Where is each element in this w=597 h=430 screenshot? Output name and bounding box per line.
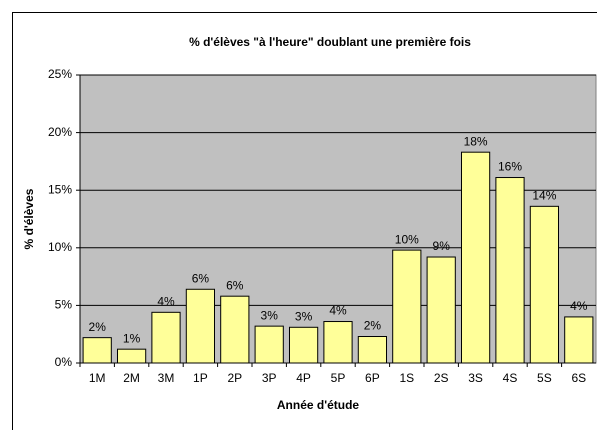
bar — [151, 311, 181, 364]
value-label: 6% — [226, 278, 244, 292]
value-label: 9% — [433, 239, 451, 253]
bar — [220, 295, 250, 364]
bar — [185, 288, 216, 364]
value-label: 4% — [570, 299, 588, 313]
bar — [426, 256, 456, 364]
x-tick-label: 5P — [331, 371, 346, 385]
bar — [254, 325, 284, 364]
value-label: 1% — [123, 331, 141, 345]
value-label: 10% — [395, 232, 419, 246]
chart-title: % d'élèves "à l'heure" doublant une prem… — [189, 35, 471, 49]
value-label: 2% — [89, 320, 107, 334]
y-tick-label: 20% — [48, 125, 72, 139]
x-tick-label: 1P — [193, 371, 208, 385]
value-label: 14% — [532, 188, 556, 202]
y-tick-label: 15% — [48, 182, 72, 196]
bar — [392, 249, 422, 364]
bar — [357, 336, 388, 364]
x-tick-label: 1S — [399, 371, 414, 385]
value-label: 6% — [192, 271, 210, 285]
bar — [116, 348, 147, 364]
x-tick-label: 2M — [123, 371, 140, 385]
bar — [529, 205, 560, 364]
bar — [564, 316, 594, 364]
x-tick-label: 6P — [365, 371, 380, 385]
x-tick-label: 3P — [262, 371, 277, 385]
y-tick-label: 5% — [55, 298, 73, 312]
value-label: 18% — [464, 134, 488, 148]
bar — [460, 151, 491, 364]
x-tick-label: 4P — [296, 371, 311, 385]
value-label: 16% — [498, 160, 522, 174]
x-tick-label: 3S — [468, 371, 483, 385]
bar — [288, 326, 319, 364]
y-tick-label: 0% — [55, 355, 73, 369]
x-tick-label: 1M — [89, 371, 106, 385]
x-tick-label: 6S — [571, 371, 586, 385]
x-tick-label: 3M — [158, 371, 175, 385]
bar — [82, 337, 112, 364]
x-axis-label: Année d'étude — [277, 398, 360, 412]
bar — [323, 321, 353, 364]
y-axis-label: % d'élèves — [22, 188, 36, 249]
value-label: 3% — [261, 308, 279, 322]
x-tick-label: 4S — [503, 371, 518, 385]
value-label: 2% — [364, 319, 382, 333]
x-tick-label: 2S — [434, 371, 449, 385]
y-tick-label: 25% — [48, 67, 72, 81]
value-label: 3% — [295, 309, 313, 323]
x-tick-label: 5S — [537, 371, 552, 385]
x-tick-label: 2P — [227, 371, 242, 385]
bar — [495, 177, 525, 364]
value-label: 4% — [157, 294, 175, 308]
y-tick-label: 10% — [48, 240, 72, 254]
value-label: 4% — [329, 304, 347, 318]
